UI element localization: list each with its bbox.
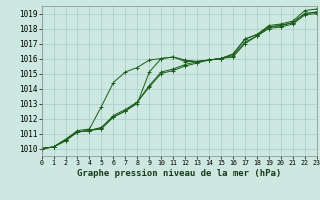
X-axis label: Graphe pression niveau de la mer (hPa): Graphe pression niveau de la mer (hPa) xyxy=(77,169,281,178)
